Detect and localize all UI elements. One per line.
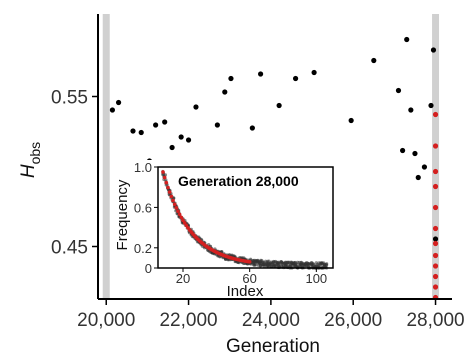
x-tick-label: 20,000 <box>77 310 135 331</box>
inset-red-point <box>179 215 184 220</box>
highlight-band-0 <box>102 14 110 299</box>
inset-y-tick-label: 0.2 <box>134 241 152 256</box>
inset-chart: 20 60 100 0 0.2 0.6 1.0 Generation 28,000 Ind… <box>112 160 339 300</box>
data-point <box>222 89 228 95</box>
inset-red-point <box>167 190 172 194</box>
data-point <box>432 240 439 247</box>
data-point <box>178 134 184 140</box>
x-tick-label: 22,000 <box>159 310 217 331</box>
x-tick-label: 28,000 <box>406 310 464 331</box>
y-tick-label: 0.45 <box>51 238 88 259</box>
inset-x-ticks: 20 60 100 <box>176 268 327 286</box>
y-axis-title-main: H <box>18 164 39 178</box>
inset-scatter-points <box>160 169 329 270</box>
data-point <box>276 102 282 109</box>
inset-cloud-point <box>223 257 228 261</box>
inset-y-tick-label: 0.6 <box>134 200 152 215</box>
highlight-bands <box>102 14 440 299</box>
data-point <box>311 69 317 76</box>
highlight-band-1 <box>432 14 440 299</box>
data-point <box>193 104 199 110</box>
inset-red-point <box>166 185 170 190</box>
data-point <box>412 150 418 157</box>
data-point <box>430 47 437 53</box>
data-point <box>408 107 414 113</box>
data-point <box>432 168 439 175</box>
inset-cloud-point <box>237 261 241 265</box>
data-point <box>162 119 168 125</box>
data-point <box>432 143 439 149</box>
data-point <box>109 107 116 113</box>
data-point <box>348 117 354 124</box>
data-point <box>130 128 136 134</box>
data-point <box>395 87 402 94</box>
inset-y-tick-label: 1.0 <box>134 160 152 175</box>
inset-red-point <box>174 206 179 210</box>
inset-x-axis-title: Index <box>227 283 264 300</box>
inset-cloud-point <box>273 259 278 264</box>
data-point <box>249 125 255 131</box>
inset-red-point <box>169 194 174 199</box>
inset-cloud-point <box>325 263 329 267</box>
inset-cloud-point <box>287 260 291 264</box>
data-point <box>432 252 439 259</box>
data-point <box>400 147 406 154</box>
inset-red-point <box>177 212 182 217</box>
inset-red-point <box>161 170 165 174</box>
inset-background <box>112 160 339 293</box>
data-point <box>432 204 439 211</box>
x-tick-label: 24,000 <box>242 310 300 331</box>
inset-red-point <box>181 218 185 223</box>
y-axis-title: Hobs <box>18 142 43 178</box>
data-point <box>432 236 439 242</box>
x-ticks: 20,000 22,000 24,000 26,000 28,000 <box>77 299 465 331</box>
inset-red-point <box>171 198 175 203</box>
data-point <box>257 71 264 77</box>
inset-x-tick-label: 20 <box>176 271 190 286</box>
inset-y-axis-title: Frequency <box>114 179 131 250</box>
data-point <box>214 122 220 128</box>
data-point <box>432 183 439 190</box>
data-point <box>415 174 421 181</box>
inset-x-tick-label: 100 <box>305 271 327 286</box>
data-point <box>404 36 410 43</box>
data-point <box>371 57 377 64</box>
inset-cloud-point <box>163 173 168 177</box>
y-tick-label: 0.55 <box>51 88 88 109</box>
y-ticks: 0.45 0.55 <box>51 88 98 259</box>
x-tick-label: 26,000 <box>324 310 382 331</box>
data-point <box>432 225 439 232</box>
inset-y-ticks: 0 0.2 0.6 1.0 <box>134 160 158 276</box>
inset-cloud-point <box>254 263 258 267</box>
data-point <box>432 263 439 269</box>
inset-cloud-point <box>295 264 299 268</box>
inset-red-point <box>247 260 252 264</box>
inset-frame <box>157 166 334 269</box>
inset-red-point <box>164 180 169 185</box>
data-point <box>292 75 299 82</box>
data-point <box>432 273 439 280</box>
data-point <box>153 122 159 128</box>
data-point <box>428 102 434 109</box>
inset-red-point <box>172 202 177 207</box>
data-point <box>432 284 439 290</box>
inset-red-point <box>176 209 180 214</box>
data-point <box>185 137 192 143</box>
data-point <box>228 75 234 82</box>
inset-x-tick-label: 60 <box>242 271 256 286</box>
data-point <box>138 129 144 136</box>
inset-cloud-point <box>262 262 266 266</box>
data-point <box>421 164 428 170</box>
x-axis-title: Generation <box>226 336 320 357</box>
inset-red-point <box>162 175 167 180</box>
inset-title: Generation 28,000 <box>178 173 299 189</box>
data-point <box>169 144 175 151</box>
y-axis-title-subscript: obs <box>27 142 43 165</box>
data-point <box>115 99 122 106</box>
data-point <box>432 111 439 118</box>
inset-y-tick-label: 0 <box>145 261 152 276</box>
